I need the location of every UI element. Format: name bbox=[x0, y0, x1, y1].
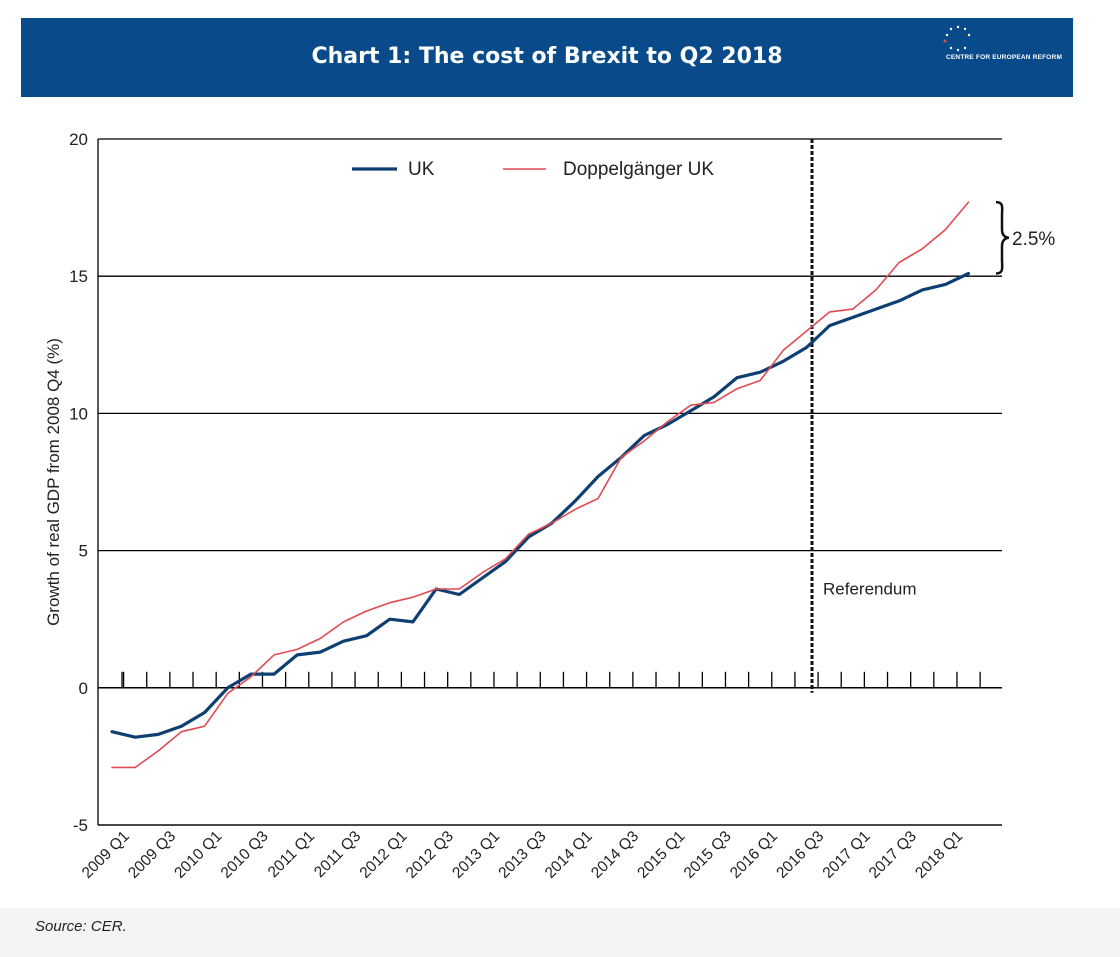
y-tick-label: 20 bbox=[69, 130, 88, 149]
logo-text: CENTRE FOR EUROPEAN REFORM bbox=[946, 54, 1063, 61]
x-tick-label: 2013 Q3 bbox=[495, 828, 549, 882]
x-tick-label: 2012 Q3 bbox=[403, 828, 457, 882]
doppelganger-series-line bbox=[111, 201, 970, 769]
y-axis-label: Growth of real GDP from 2008 Q4 (%) bbox=[44, 338, 63, 626]
x-tick-label: 2018 Q1 bbox=[912, 828, 966, 882]
y-tick-label: 15 bbox=[69, 267, 88, 286]
x-tick-label: 2015 Q1 bbox=[634, 828, 688, 882]
x-tick-label: 2016 Q1 bbox=[727, 828, 781, 882]
chart-title: Chart 1: The cost of Brexit to Q2 2018 bbox=[311, 44, 783, 69]
cer-logo-icon bbox=[943, 25, 971, 52]
x-tick-label: 2017 Q3 bbox=[866, 828, 920, 882]
x-tick-label: 2010 Q3 bbox=[218, 828, 272, 882]
x-tick-label: 2009 Q3 bbox=[125, 828, 179, 882]
x-tick-label: 2009 Q1 bbox=[79, 828, 133, 882]
y-tick-label: 10 bbox=[69, 404, 88, 423]
referendum-label: Referendum bbox=[823, 580, 917, 599]
x-tick-label: 2017 Q1 bbox=[820, 828, 874, 882]
x-tick-label: 2011 Q1 bbox=[265, 828, 318, 881]
x-tick-label: 2014 Q3 bbox=[588, 828, 642, 882]
x-tick-label: 2013 Q1 bbox=[449, 828, 503, 882]
y-tick-label: 5 bbox=[79, 542, 88, 561]
x-tick-label: 2010 Q1 bbox=[171, 828, 225, 882]
chart-header: Chart 1: The cost of Brexit to Q2 2018 bbox=[21, 18, 1073, 97]
y-tick-label: 0 bbox=[79, 679, 88, 698]
legend-label-doppelganger: Doppelgänger UK bbox=[563, 159, 714, 180]
x-tick-label: 2012 Q1 bbox=[357, 828, 411, 882]
gap-label: 2.5% bbox=[1012, 229, 1055, 250]
gap-brace bbox=[995, 200, 1010, 275]
x-tick-label: 2014 Q1 bbox=[542, 828, 596, 882]
x-tick-label: 2011 Q3 bbox=[311, 828, 364, 881]
source-note: Source: CER. bbox=[35, 918, 127, 935]
legend-label-uk: UK bbox=[408, 159, 435, 180]
x-tick-label: 2015 Q3 bbox=[681, 828, 735, 882]
uk-series-line bbox=[110, 271, 971, 739]
footer-bar bbox=[0, 908, 1120, 957]
y-tick-label: -5 bbox=[73, 816, 88, 835]
x-tick-label: 2016 Q3 bbox=[773, 828, 827, 882]
